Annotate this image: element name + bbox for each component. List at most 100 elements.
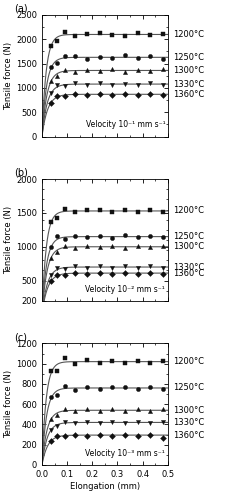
Text: 1250°C: 1250°C bbox=[173, 232, 204, 241]
Point bbox=[161, 270, 164, 278]
Point bbox=[136, 66, 139, 74]
Text: 1200°C: 1200°C bbox=[173, 206, 204, 216]
Point bbox=[49, 367, 53, 375]
Point bbox=[98, 407, 102, 415]
Point bbox=[73, 90, 76, 98]
Point bbox=[49, 89, 53, 97]
Point bbox=[55, 411, 59, 419]
Point bbox=[73, 232, 76, 239]
Point bbox=[55, 59, 59, 67]
Point bbox=[110, 356, 114, 364]
Point bbox=[55, 92, 59, 100]
Point bbox=[98, 419, 102, 427]
Point bbox=[73, 32, 76, 40]
Point bbox=[49, 277, 53, 285]
Point bbox=[98, 30, 102, 38]
Point bbox=[98, 244, 102, 252]
Point bbox=[98, 358, 102, 366]
Point bbox=[49, 393, 53, 401]
Point bbox=[110, 31, 114, 39]
Point bbox=[73, 52, 76, 60]
Point bbox=[136, 356, 139, 364]
Point bbox=[148, 67, 152, 75]
Text: 1360°C: 1360°C bbox=[173, 430, 204, 440]
Point bbox=[161, 80, 164, 88]
Point bbox=[63, 354, 66, 362]
Point bbox=[63, 432, 66, 440]
Point bbox=[136, 385, 139, 393]
Point bbox=[110, 66, 114, 74]
Point bbox=[73, 360, 76, 368]
Point bbox=[148, 52, 152, 60]
Point bbox=[98, 53, 102, 61]
Text: Velocity 10⁻¹ mm s⁻¹: Velocity 10⁻¹ mm s⁻¹ bbox=[86, 120, 165, 130]
Point bbox=[110, 242, 114, 250]
Point bbox=[49, 437, 53, 445]
Point bbox=[148, 419, 152, 427]
Point bbox=[85, 234, 89, 241]
Point bbox=[73, 386, 76, 394]
Point bbox=[148, 407, 152, 415]
Point bbox=[123, 419, 127, 427]
Point bbox=[73, 244, 76, 252]
Point bbox=[85, 91, 89, 99]
Point bbox=[63, 264, 66, 272]
Point bbox=[123, 268, 127, 276]
Point bbox=[123, 206, 127, 214]
Text: 1300°C: 1300°C bbox=[173, 242, 204, 252]
Point bbox=[98, 206, 102, 214]
Point bbox=[161, 30, 164, 38]
Point bbox=[98, 232, 102, 240]
Point bbox=[123, 244, 127, 252]
Point bbox=[110, 432, 114, 440]
Point bbox=[148, 430, 152, 438]
Point bbox=[63, 418, 66, 426]
Point bbox=[55, 248, 59, 256]
Point bbox=[110, 81, 114, 89]
Text: (c): (c) bbox=[14, 332, 27, 342]
Point bbox=[161, 90, 164, 98]
Point bbox=[55, 422, 59, 430]
Point bbox=[136, 28, 139, 36]
Point bbox=[49, 218, 53, 226]
Text: 1360°C: 1360°C bbox=[173, 90, 204, 99]
Point bbox=[55, 80, 59, 88]
Text: 1360°C: 1360°C bbox=[173, 268, 204, 278]
Point bbox=[136, 418, 139, 426]
Point bbox=[161, 418, 164, 426]
Point bbox=[85, 432, 89, 440]
Point bbox=[110, 418, 114, 426]
Point bbox=[98, 430, 102, 438]
Point bbox=[49, 415, 53, 423]
Point bbox=[110, 264, 114, 272]
Text: 1330°C: 1330°C bbox=[173, 80, 204, 88]
Point bbox=[110, 234, 114, 241]
Point bbox=[63, 66, 66, 74]
Point bbox=[136, 208, 139, 216]
Point bbox=[123, 232, 127, 239]
Point bbox=[73, 208, 76, 216]
Point bbox=[98, 268, 102, 276]
Point bbox=[161, 264, 164, 272]
Y-axis label: Tensile force (N): Tensile force (N) bbox=[4, 206, 13, 274]
Point bbox=[73, 408, 76, 416]
Point bbox=[49, 254, 53, 262]
Point bbox=[63, 52, 66, 60]
Point bbox=[98, 80, 102, 88]
Point bbox=[123, 80, 127, 88]
Point bbox=[55, 391, 59, 399]
Point bbox=[110, 270, 114, 278]
Point bbox=[63, 382, 66, 390]
Point bbox=[63, 28, 66, 36]
Text: 1300°C: 1300°C bbox=[173, 406, 204, 415]
Point bbox=[123, 430, 127, 438]
Point bbox=[63, 242, 66, 250]
Point bbox=[73, 268, 76, 276]
Point bbox=[55, 271, 59, 279]
Text: (b): (b) bbox=[14, 168, 28, 178]
Point bbox=[49, 271, 53, 279]
Text: 1250°C: 1250°C bbox=[173, 53, 204, 62]
Point bbox=[161, 55, 164, 63]
Point bbox=[123, 90, 127, 98]
Point bbox=[110, 91, 114, 99]
